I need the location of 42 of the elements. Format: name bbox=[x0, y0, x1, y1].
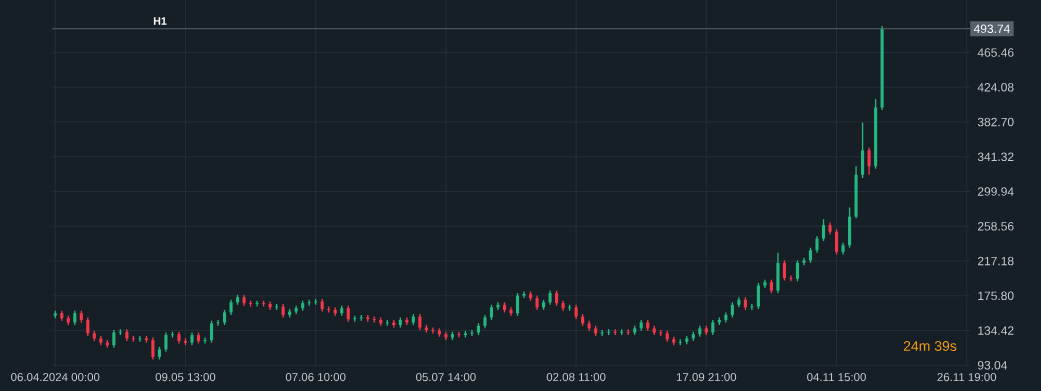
candlestick bbox=[255, 299, 259, 308]
candlestick bbox=[86, 316, 90, 337]
y-tick-label: 424.08 bbox=[977, 83, 1014, 92]
candlestick bbox=[216, 319, 220, 327]
annotation: 24m 39s bbox=[903, 341, 957, 351]
x-tick-label: 26.11 19:00 bbox=[937, 373, 997, 382]
y-tick-label: 465.46 bbox=[977, 48, 1014, 57]
x-tick-label: 17.09 21:00 bbox=[676, 373, 737, 382]
annotation: H1 bbox=[153, 17, 167, 25]
candlestick bbox=[457, 331, 461, 339]
x-tick-label: 05.07 14:00 bbox=[416, 373, 476, 382]
candlestick bbox=[203, 336, 207, 345]
candlestick bbox=[867, 147, 871, 176]
candlestick bbox=[789, 274, 793, 282]
candlestick bbox=[509, 306, 513, 317]
candlestick bbox=[431, 326, 435, 335]
candlestick bbox=[151, 336, 155, 361]
x-tick-label: 09.05 13:00 bbox=[155, 373, 216, 382]
y-tick-label: 299.94 bbox=[977, 187, 1014, 196]
candlestick bbox=[834, 228, 839, 256]
candlestick bbox=[782, 259, 787, 282]
candlestick bbox=[795, 259, 800, 282]
y-tick-label: 175.80 bbox=[978, 291, 1014, 301]
y-tick-label: 134.42 bbox=[978, 326, 1014, 335]
candlestick bbox=[756, 282, 760, 310]
candlestick bbox=[138, 335, 142, 343]
x-tick-label: 02.08 11:00 bbox=[546, 373, 606, 382]
candlestick bbox=[209, 320, 214, 344]
y-tick-label: 93.04 bbox=[977, 361, 1008, 370]
candlestick bbox=[522, 290, 526, 299]
candlestick bbox=[496, 301, 500, 311]
candlestick bbox=[515, 292, 520, 317]
ref-line-label: 493.74 bbox=[973, 24, 1010, 34]
candlestick bbox=[164, 331, 168, 353]
y-tick-label: 341.32 bbox=[977, 152, 1014, 162]
x-tick-label: 06.04.2024 00:00 bbox=[11, 373, 100, 382]
y-tick-label: 258.56 bbox=[977, 222, 1014, 231]
y-tick-label: 382.70 bbox=[977, 117, 1014, 127]
y-tick-label: 217.18 bbox=[977, 256, 1014, 266]
x-tick-label: 07.06 10:00 bbox=[285, 373, 346, 382]
candlestick bbox=[821, 218, 826, 242]
x-tick-label: 04.11 15:00 bbox=[807, 373, 866, 382]
